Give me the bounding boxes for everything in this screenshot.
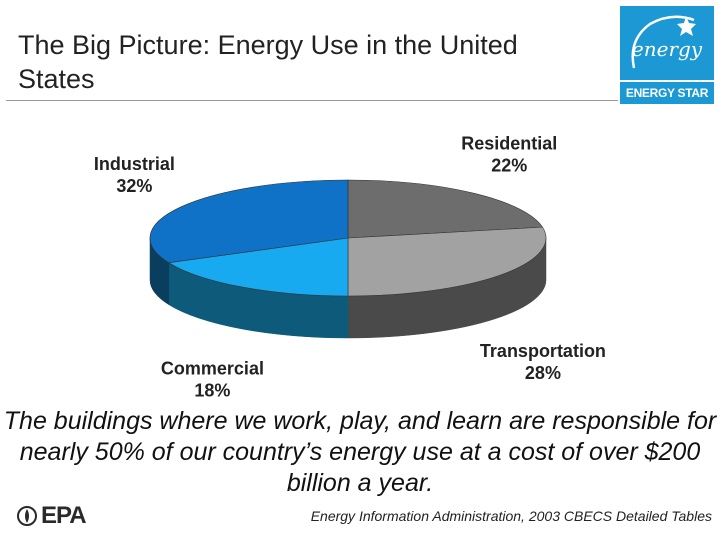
pie-chart: Residential 22% Transportation 28% Commercia… <box>94 134 606 400</box>
title-divider <box>6 100 618 101</box>
slice-percent: 22% <box>491 156 527 176</box>
slice-percent: 18% <box>194 381 230 400</box>
energy-star-icon: energy <box>631 15 703 69</box>
pie-slice-transportation <box>347 226 547 297</box>
slice-name: Industrial <box>94 154 175 174</box>
energy-star-logo: energy ENERGY STAR <box>620 6 714 104</box>
pie-labels: Residential 22% Transportation 28% Commercia… <box>94 134 606 400</box>
pie-slice-industrial <box>149 179 349 264</box>
slice-name: Transportation <box>480 341 606 361</box>
slice-label-residential: Residential 22% <box>461 134 557 176</box>
slice-label-industrial: Industrial 32% <box>94 154 175 196</box>
slice-percent: 32% <box>116 176 152 196</box>
epa-logo: EPA <box>16 502 87 530</box>
logo-label: ENERGY STAR <box>620 80 714 104</box>
pie-sides <box>149 237 547 339</box>
epa-flower-icon <box>17 506 37 526</box>
chart-caption: The buildings where we work, play, and l… <box>3 407 717 497</box>
source-note: Energy Information Administration, 2003 … <box>310 508 712 524</box>
slice-label-transportation: Transportation 28% <box>480 341 606 383</box>
slice-name: Commercial <box>161 359 264 379</box>
epa-logo-text: EPA <box>41 502 87 529</box>
slice-name: Residential <box>461 134 557 154</box>
slice-percent: 28% <box>525 363 561 383</box>
page-title: The Big Picture: Energy Use in the Unite… <box>18 30 518 94</box>
logo-script: energy <box>632 37 703 61</box>
pie-slice-residential <box>347 179 544 239</box>
slice-label-commercial: Commercial 18% <box>161 359 264 400</box>
pie-slice-commercial <box>167 237 349 297</box>
pie-slices <box>149 179 547 297</box>
